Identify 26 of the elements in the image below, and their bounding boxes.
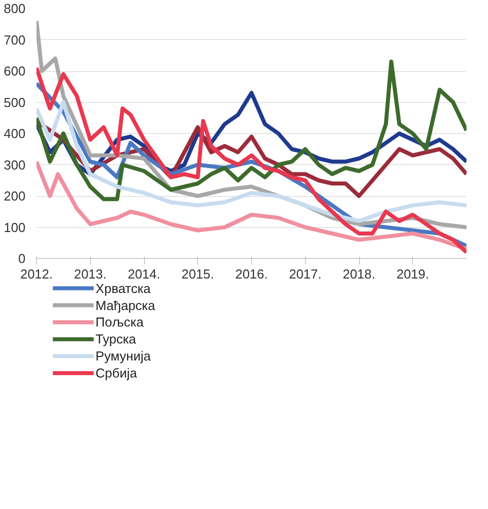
x-tick-label: 2014.: [128, 266, 160, 282]
y-tick-label: 700: [4, 32, 26, 48]
x-tick-label: 2018.: [342, 266, 376, 282]
y-tick-label: 800: [4, 1, 26, 16]
y-tick-label: 400: [4, 126, 26, 141]
y-tick-label: 500: [4, 94, 26, 110]
line-series: [36, 60, 466, 202]
y-tick-label: 100: [4, 220, 26, 235]
y-tick-label: 300: [4, 157, 26, 172]
y-tick-label: 600: [4, 64, 26, 78]
y-tick-label: 200: [4, 188, 26, 204]
legend-label: Хрватска: [96, 280, 152, 296]
y-tick-label: 0: [18, 251, 26, 266]
x-tick-label: 2017.: [288, 266, 322, 282]
legend-label: Турска: [96, 332, 137, 347]
x-tick-label: 2013.: [74, 266, 107, 282]
x-tick-label: 2015.: [181, 266, 214, 282]
line-series: [36, 100, 466, 223]
x-tick-label: 2019.: [396, 266, 430, 282]
x-tick-label: 2012.: [20, 266, 53, 282]
legend-label: Румунија: [96, 348, 152, 364]
legend-label: Србија: [96, 366, 138, 381]
x-tick-label: 2016.: [235, 266, 268, 282]
legend-label: Мађарска: [96, 298, 156, 313]
line-series: [36, 160, 466, 252]
legend-label: Пољска: [96, 314, 144, 330]
